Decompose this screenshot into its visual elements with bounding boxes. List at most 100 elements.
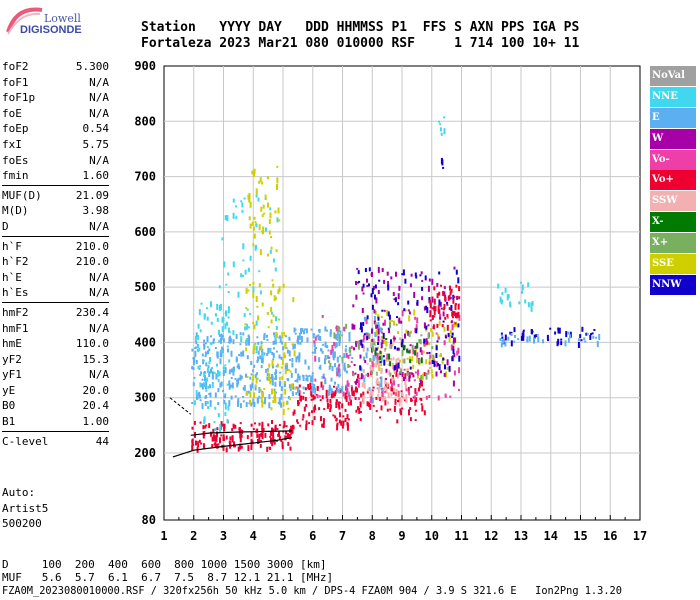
echo-point [398, 402, 401, 407]
echo-point [292, 425, 295, 430]
echo-point [423, 410, 426, 416]
echo-point [255, 372, 258, 376]
echo-point [253, 402, 256, 407]
echo-point [303, 406, 306, 412]
echo-point [299, 341, 302, 345]
echo-point [259, 443, 262, 448]
echo-point [245, 307, 248, 310]
echo-point [328, 360, 331, 364]
echo-point [384, 382, 387, 388]
echo-point [407, 330, 410, 336]
echo-point [335, 386, 338, 389]
echo-point [456, 350, 459, 356]
echo-point [433, 286, 436, 291]
echo-point [499, 338, 502, 342]
echo-point [379, 361, 382, 364]
echo-point [388, 370, 391, 376]
echo-point [375, 410, 378, 413]
echo-point [339, 389, 342, 394]
echo-point [269, 379, 272, 385]
echo-point [415, 324, 418, 331]
echo-point [224, 412, 227, 416]
echo-point [335, 417, 338, 421]
echo-point [560, 338, 563, 341]
echo-point [220, 421, 223, 427]
echo-point [204, 401, 207, 406]
echo-point [326, 355, 329, 360]
echo-point [379, 416, 382, 419]
echo-point [396, 390, 399, 397]
echo-point [378, 353, 380, 359]
echo-point [404, 399, 406, 402]
echo-point [371, 361, 374, 368]
echo-point [390, 339, 392, 345]
echo-point [329, 404, 332, 409]
echo-point [404, 309, 407, 312]
echo-point [261, 357, 264, 364]
echo-point [197, 323, 200, 329]
echo-point [411, 344, 414, 350]
echo-point [375, 297, 378, 304]
echo-point [446, 316, 449, 319]
echo-point [380, 316, 383, 319]
echo-point [412, 396, 415, 399]
echo-point [456, 295, 459, 300]
echo-point [401, 376, 404, 382]
echo-point [244, 326, 247, 331]
echo-point [424, 339, 427, 346]
echo-point [392, 337, 395, 340]
echo-point [268, 219, 271, 224]
echo-point [347, 418, 350, 421]
echo-point [393, 388, 396, 392]
echo-point [301, 328, 304, 333]
param-row: MUF(D) 21.09 [2, 188, 109, 204]
autoscaling-line: 500200 [2, 517, 42, 530]
echo-point [346, 422, 349, 425]
echo-point [216, 303, 219, 310]
echo-point [275, 350, 278, 353]
echo-point [420, 334, 423, 337]
echo-point [250, 386, 252, 391]
echo-point [191, 348, 194, 352]
echo-point [249, 391, 252, 398]
echo-point [413, 309, 416, 316]
echo-point [322, 384, 325, 387]
echo-point [242, 274, 244, 277]
echo-point [400, 342, 403, 348]
echo-point [385, 388, 388, 393]
echo-point [359, 327, 362, 330]
echo-point [394, 297, 397, 303]
echo-point [381, 391, 384, 398]
echo-point [274, 338, 277, 345]
echo-point [302, 395, 305, 400]
echo-point [385, 377, 388, 380]
echo-point [357, 270, 360, 275]
param-name: foF1 [2, 75, 29, 89]
echo-point [397, 302, 400, 306]
echo-point [191, 440, 194, 445]
echo-point [369, 367, 372, 374]
echo-point [407, 300, 410, 305]
echo-point [273, 439, 276, 444]
echo-point [274, 267, 277, 272]
echo-point [245, 402, 248, 407]
echo-point [227, 310, 230, 314]
echo-point [203, 339, 206, 343]
echo-point [297, 373, 300, 379]
echo-point [199, 374, 202, 376]
echo-point [579, 334, 582, 339]
echo-point [214, 428, 217, 431]
echo-point [353, 364, 356, 366]
y-tick-label: 500 [134, 280, 156, 294]
echo-point [341, 403, 344, 409]
echo-point [242, 400, 245, 403]
echo-point [222, 366, 225, 370]
echo-point [452, 337, 455, 344]
param-name: hmE [2, 337, 22, 351]
echo-point [354, 386, 357, 393]
echo-point [208, 348, 211, 352]
echo-point [421, 286, 424, 291]
echo-point [373, 309, 376, 314]
echo-point [245, 347, 248, 352]
echo-point [258, 180, 261, 184]
